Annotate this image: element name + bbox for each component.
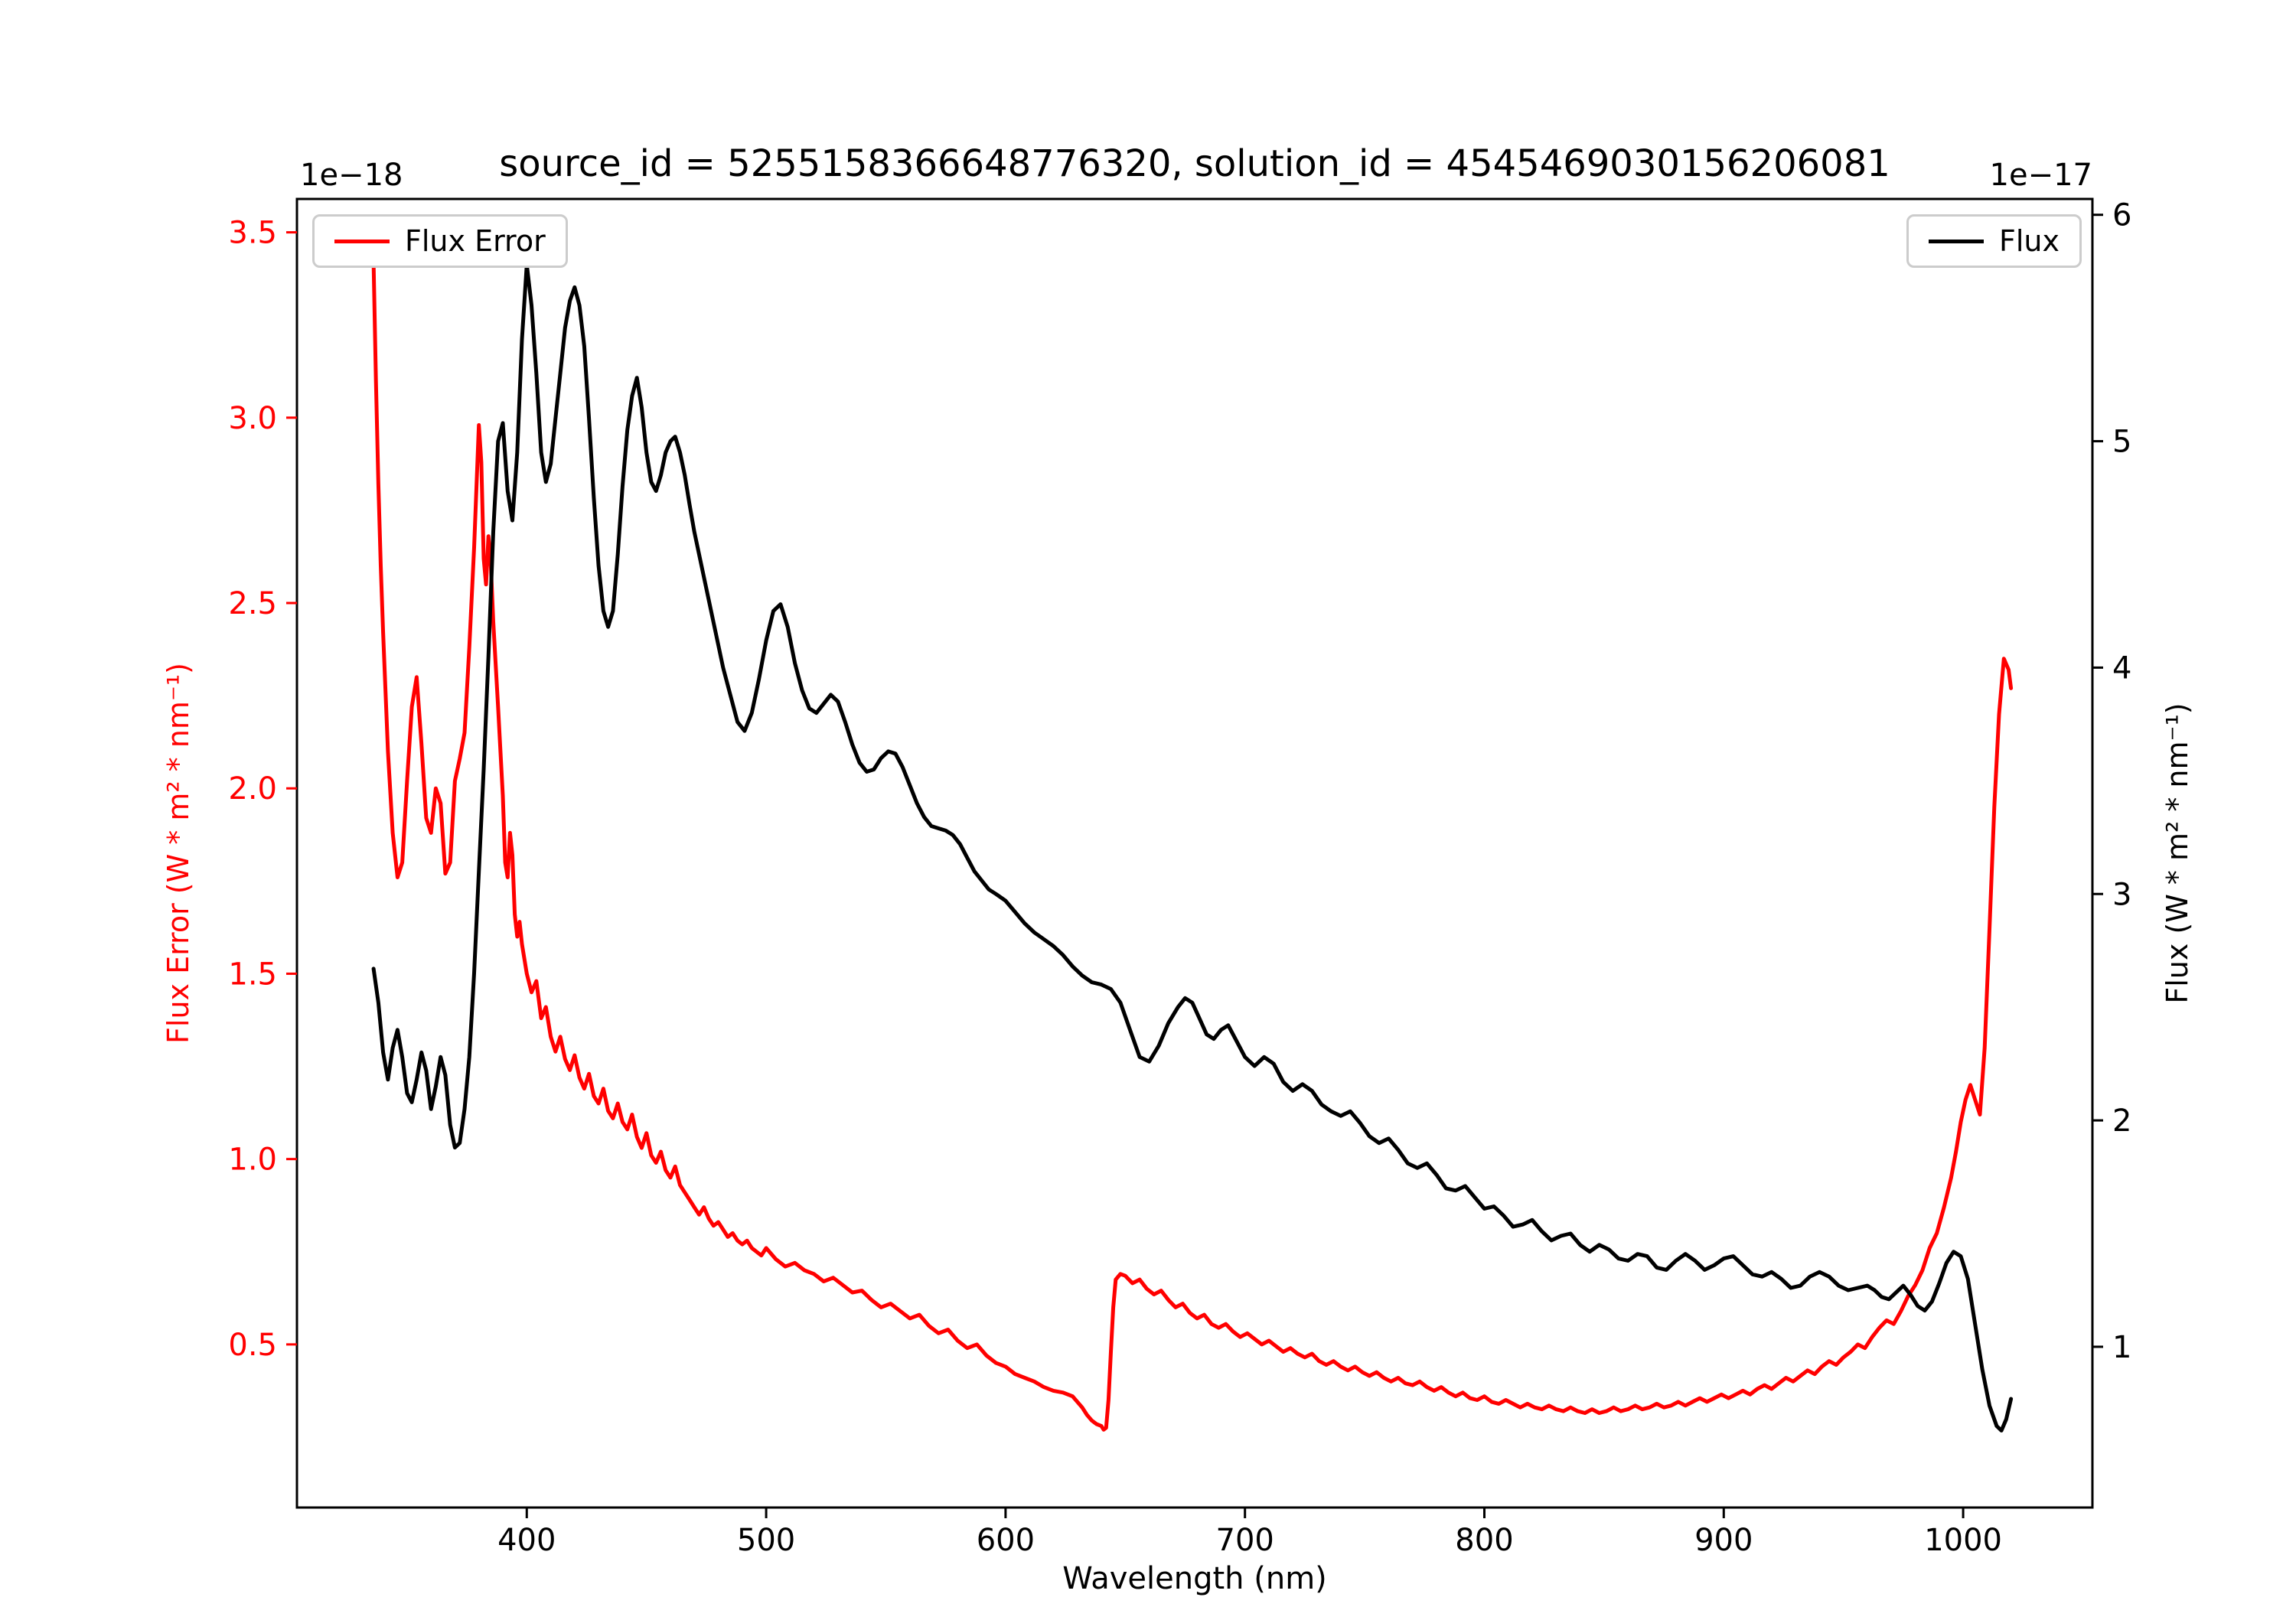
flux-line-sample bbox=[1929, 239, 1984, 243]
series-line-flux bbox=[371, 262, 2014, 1433]
left-axis-offset-label: 1e−18 bbox=[300, 158, 403, 193]
svg-text:0.5: 0.5 bbox=[228, 1328, 277, 1363]
svg-text:900: 900 bbox=[1694, 1523, 1753, 1558]
legend-flux-error-label: Flux Error bbox=[405, 224, 546, 258]
svg-text:2.5: 2.5 bbox=[228, 586, 277, 621]
svg-text:1.0: 1.0 bbox=[228, 1143, 277, 1178]
svg-text:700: 700 bbox=[1216, 1523, 1274, 1558]
svg-text:400: 400 bbox=[497, 1523, 556, 1558]
svg-text:3.0: 3.0 bbox=[228, 401, 277, 436]
svg-text:6: 6 bbox=[2112, 198, 2131, 233]
svg-text:5: 5 bbox=[2112, 425, 2131, 460]
svg-text:2: 2 bbox=[2112, 1103, 2131, 1139]
left-axis-title: Flux Error (W * m² * nm⁻¹) bbox=[161, 663, 195, 1044]
svg-text:3.5: 3.5 bbox=[228, 216, 277, 251]
right-axis-title: Flux (W * m² * nm⁻¹) bbox=[2161, 702, 2194, 1004]
series-line-flux-error bbox=[371, 259, 2014, 1432]
svg-text:600: 600 bbox=[977, 1523, 1035, 1558]
legend-flux-error: Flux Error bbox=[312, 214, 568, 268]
svg-text:1: 1 bbox=[2112, 1330, 2131, 1365]
svg-text:800: 800 bbox=[1455, 1523, 1513, 1558]
flux-error-line-sample bbox=[334, 239, 390, 243]
svg-text:4: 4 bbox=[2112, 650, 2131, 686]
svg-text:2.0: 2.0 bbox=[228, 771, 277, 807]
right-axis-offset-label: 1e−17 bbox=[1989, 158, 2092, 193]
x-axis-title: Wavelength (nm) bbox=[1062, 1561, 1327, 1596]
legend-flux-label: Flux bbox=[1999, 224, 2060, 258]
svg-text:500: 500 bbox=[737, 1523, 795, 1558]
svg-text:1.5: 1.5 bbox=[228, 957, 277, 992]
svg-text:3: 3 bbox=[2112, 877, 2131, 912]
svg-text:1000: 1000 bbox=[1924, 1523, 2002, 1558]
chart-title: source_id = 5255158366648776320, solutio… bbox=[499, 142, 1890, 185]
legend-flux: Flux bbox=[1906, 214, 2082, 268]
